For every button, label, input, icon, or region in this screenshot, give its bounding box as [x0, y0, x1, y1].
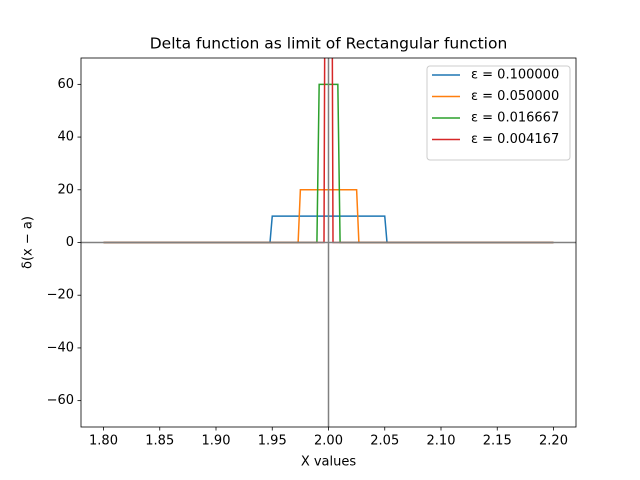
chart-title: Delta function as limit of Rectangular f…: [150, 35, 508, 53]
x-tick-label: 2.00: [314, 434, 343, 449]
legend-label: ε = 0.004167: [471, 132, 559, 147]
y-tick-label: −60: [47, 393, 74, 408]
y-tick-label: 60: [57, 77, 74, 92]
y-tick-label: −40: [47, 340, 74, 355]
legend-label: ε = 0.016667: [471, 111, 559, 126]
y-tick-label: 0: [66, 235, 74, 250]
y-tick-label: 40: [57, 130, 74, 145]
legend: ε = 0.100000 ε = 0.050000 ε = 0.016667 ε = …: [426, 65, 571, 161]
x-tick-label: 2.20: [539, 434, 568, 449]
x-tick-label: 2.05: [370, 434, 399, 449]
legend-label: ε = 0.050000: [471, 89, 559, 104]
x-tick-label: 2.15: [483, 434, 512, 449]
y-axis-label: δ(x − a): [21, 216, 36, 269]
x-tick-label: 1.85: [145, 434, 174, 449]
x-tick-label: 1.90: [202, 434, 231, 449]
legend-box: [426, 65, 571, 161]
x-tick-label: 2.10: [427, 434, 456, 449]
x-tick-label: 1.95: [258, 434, 287, 449]
legend-label: ε = 0.100000: [471, 68, 559, 83]
y-tick-label: 20: [57, 182, 74, 197]
x-axis-label: X values: [301, 455, 357, 470]
x-tick-label: 1.80: [89, 434, 118, 449]
plot-area: [81, 58, 576, 427]
y-tick-label: −20: [47, 288, 74, 303]
